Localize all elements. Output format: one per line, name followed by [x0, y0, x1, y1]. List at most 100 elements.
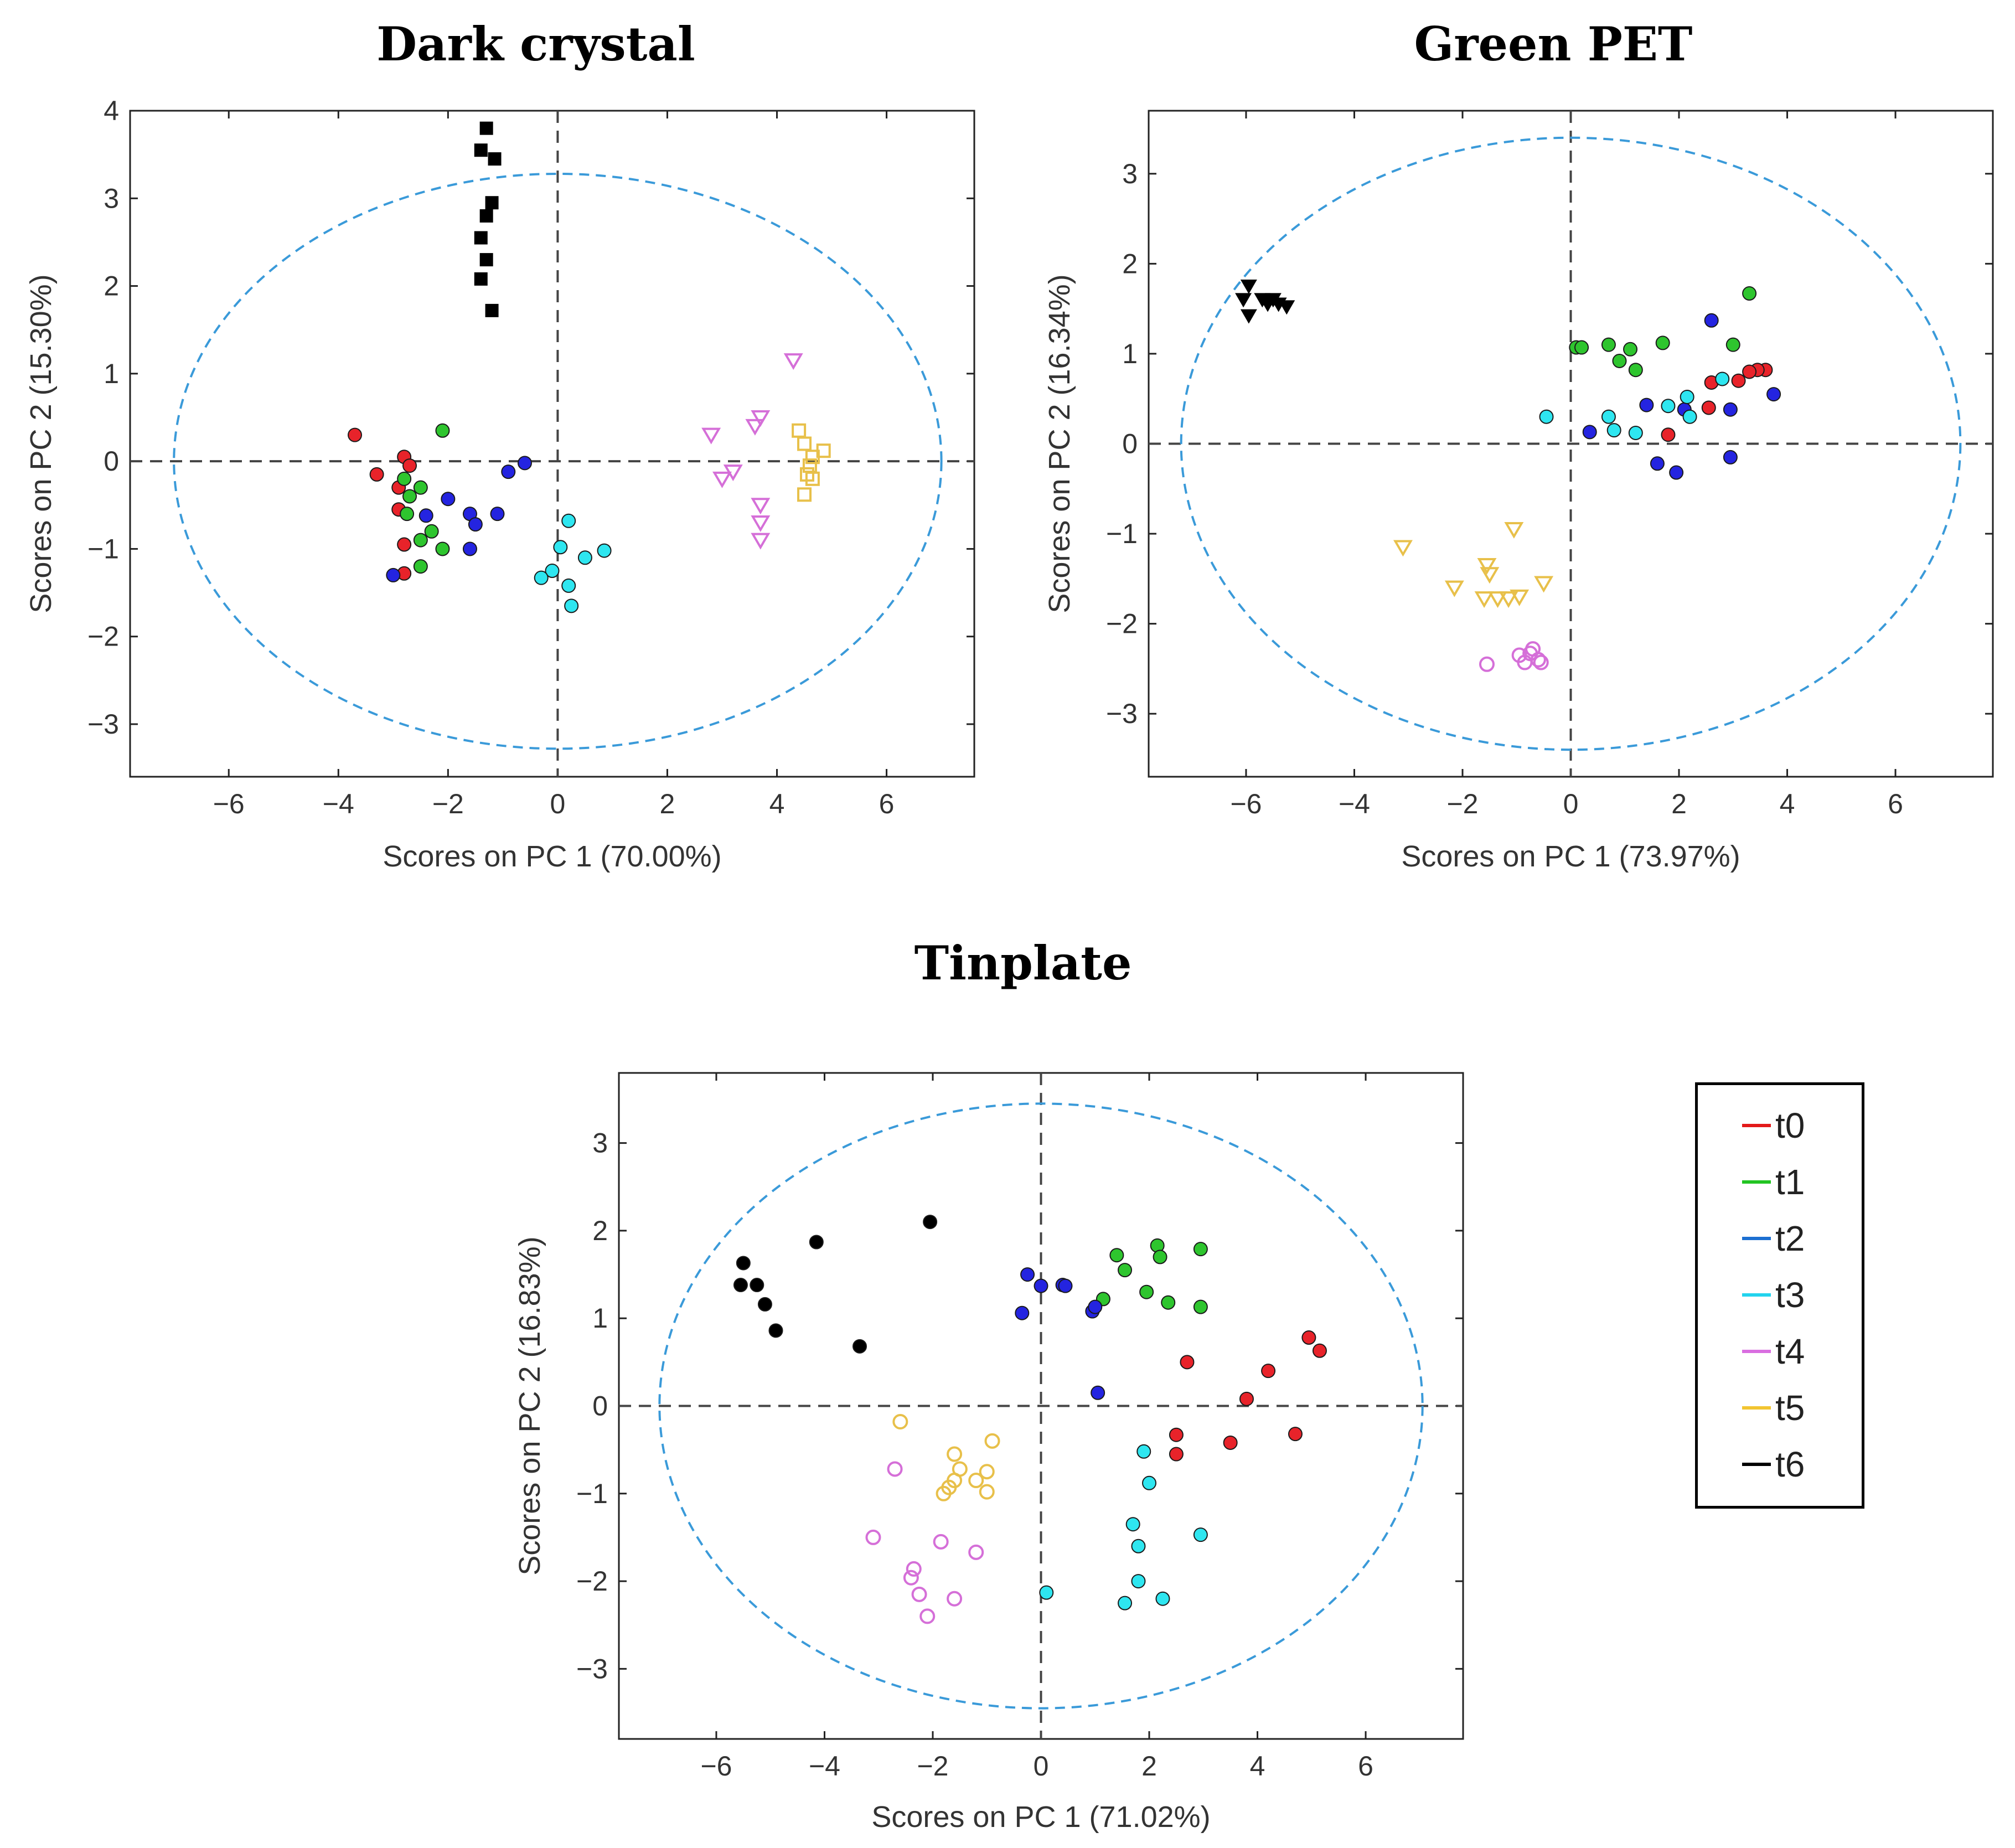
data-point-t1 [1193, 1242, 1208, 1257]
series-t3 [534, 513, 612, 613]
data-point-t5 [1499, 591, 1518, 608]
series-t1 [397, 423, 450, 574]
y-axis-label: Scores on PC 2 (15.30%) [24, 274, 58, 613]
x-tick-label: 0 [1034, 1751, 1049, 1782]
legend-swatch-t6 [1742, 1463, 1771, 1466]
x-tick-label: 4 [1780, 788, 1795, 819]
data-point-t4 [751, 515, 771, 532]
series-t3 [1039, 1444, 1208, 1610]
y-tick-label: 4 [104, 95, 119, 126]
data-point-t6 [488, 152, 502, 166]
series-t3 [1539, 371, 1730, 440]
data-point-t0 [402, 458, 417, 473]
data-point-t1 [435, 423, 450, 438]
data-point-t6 [479, 121, 493, 135]
data-point-t5 [1488, 591, 1508, 608]
y-axis-label: Scores on PC 2 (16.83%) [513, 1236, 546, 1575]
data-point-t2 [441, 492, 456, 507]
x-tick-label: 2 [1141, 1751, 1157, 1782]
legend-label-t6: t6 [1775, 1444, 1805, 1484]
x-tick-label: −2 [917, 1751, 948, 1782]
data-point-t6 [750, 1278, 764, 1293]
data-point-t6 [733, 1278, 748, 1293]
data-point-t3 [1628, 425, 1643, 440]
data-point-t3 [561, 578, 576, 593]
y-tick-label: 1 [1122, 338, 1138, 369]
data-point-t1 [1612, 353, 1627, 368]
x-tick-label: −2 [1446, 788, 1478, 819]
y-tick-label: 3 [1122, 158, 1138, 189]
data-point-t6 [1278, 300, 1295, 315]
y-tick-label: 0 [592, 1391, 608, 1422]
data-point-t2 [517, 456, 532, 471]
data-point-t3 [1682, 409, 1697, 424]
data-point-t3 [1193, 1527, 1208, 1542]
data-point-t4 [783, 353, 803, 370]
data-point-t3 [597, 543, 612, 558]
chart-dark-crystal: −6 −4 −2 0 2 4 6 4 3 2 1 0 −1 −2 −3 Scores on PC 1 (70.… [24, 95, 975, 873]
data-point-t5 [979, 1464, 995, 1480]
data-point-t1 [424, 524, 439, 539]
data-point-t1 [1161, 1295, 1176, 1310]
data-point-t0 [1223, 1435, 1238, 1450]
data-point-t6 [768, 1323, 783, 1338]
x-tick-label: 6 [1888, 788, 1903, 819]
series-t0 [1169, 1330, 1327, 1462]
y-tick-label: −2 [576, 1566, 608, 1597]
plot-frame [129, 110, 975, 778]
legend-label-t0: t0 [1775, 1106, 1805, 1145]
data-point-t5 [947, 1446, 963, 1462]
data-point-t6 [485, 196, 499, 210]
data-point-t5 [1477, 558, 1497, 575]
x-tick-label: 6 [879, 788, 895, 819]
data-point-t5 [1444, 580, 1464, 597]
plot-title-dark-crystal: Dark crystal [376, 17, 695, 71]
data-point-t3 [564, 598, 579, 613]
legend-item-t2: t2 [1742, 1214, 1805, 1263]
data-point-t0 [348, 427, 363, 442]
x-axis-label: Scores on PC 1 (73.97%) [1401, 840, 1740, 873]
data-point-t3 [1136, 1444, 1151, 1459]
legend-label-t2: t2 [1775, 1219, 1805, 1258]
data-point-t2 [468, 517, 483, 532]
data-point-t6 [736, 1256, 751, 1271]
data-point-t2 [1639, 398, 1654, 412]
data-point-t6 [1240, 309, 1257, 324]
series-t4 [701, 353, 803, 550]
x-tick-label: −4 [323, 788, 354, 819]
y-tick-label: −2 [87, 621, 119, 652]
data-point-t4 [1533, 654, 1549, 670]
y-tick-label: 2 [1122, 248, 1138, 279]
data-point-t0 [1301, 1330, 1316, 1345]
data-point-t0 [1742, 364, 1757, 379]
series-t6 [1235, 280, 1295, 324]
series-t5 [792, 423, 831, 502]
confidence-ellipse [1180, 136, 1962, 751]
data-point-t4 [947, 1591, 963, 1607]
data-point-t5 [892, 1413, 908, 1429]
data-point-t0 [1661, 427, 1676, 442]
legend-label-t1: t1 [1775, 1162, 1805, 1202]
series-t6 [474, 121, 502, 317]
chart-green-pet: −6 −4 −2 0 2 4 6 3 2 1 0 −1 −2 −3 Scores on PC 1 (73.9… [1043, 110, 1994, 873]
data-point-t4 [865, 1529, 881, 1545]
data-point-t1 [1193, 1299, 1208, 1314]
data-point-t6 [474, 272, 488, 286]
data-point-t0 [397, 537, 412, 552]
data-point-t2 [1650, 456, 1665, 471]
legend-swatch-t4 [1742, 1350, 1771, 1353]
data-point-t3 [577, 550, 592, 565]
series-t1 [1569, 286, 1757, 378]
x-tick-label: −6 [700, 1751, 732, 1782]
data-point-t1 [1574, 340, 1589, 355]
data-point-t4 [1479, 656, 1495, 672]
data-point-t2 [490, 507, 505, 522]
data-point-t5 [979, 1484, 995, 1500]
data-point-t6 [1235, 293, 1252, 308]
y-tick-label: 1 [592, 1303, 608, 1334]
legend-swatch-t1 [1742, 1180, 1771, 1184]
data-point-t2 [1015, 1305, 1030, 1320]
data-point-t1 [1109, 1248, 1124, 1263]
data-point-t2 [1723, 450, 1738, 464]
data-point-t4 [911, 1586, 927, 1602]
